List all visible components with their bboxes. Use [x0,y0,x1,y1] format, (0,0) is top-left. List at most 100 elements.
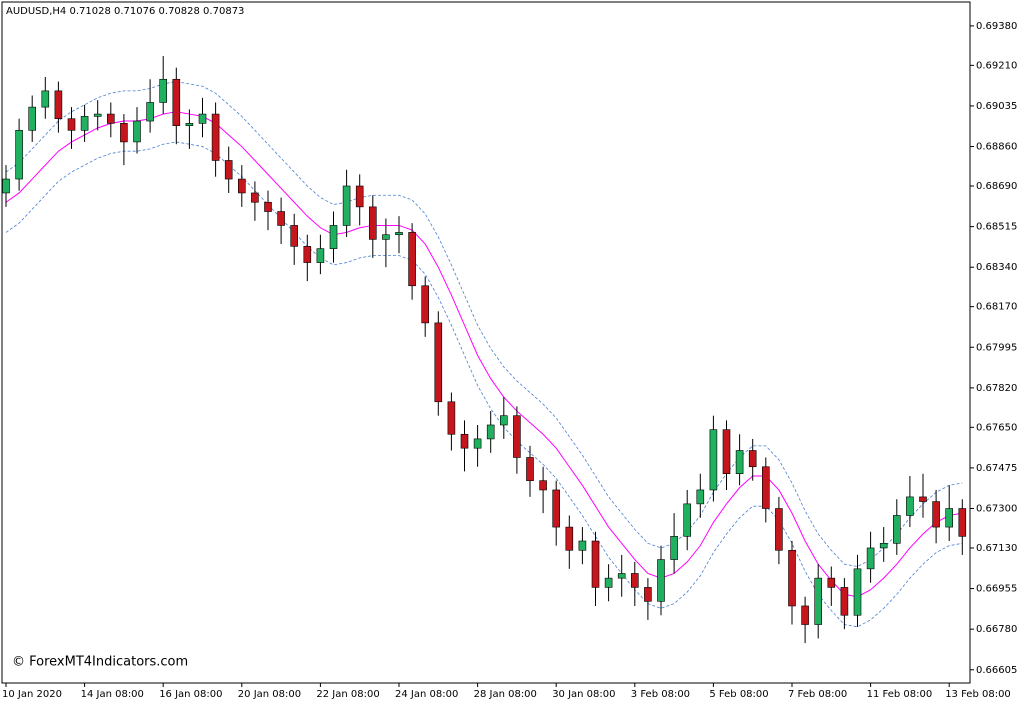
candle-body [421,285,430,324]
candle-body [670,536,678,560]
candle-body [552,489,561,528]
candle-body [368,206,377,240]
y-tick-label: 0.67300 [976,504,1017,515]
candle-body [28,106,37,131]
x-tick-label: 24 Jan 08:00 [395,689,458,700]
candle-body [801,605,809,625]
x-tick-label: 5 Feb 08:00 [709,689,768,700]
candle-body [355,185,364,208]
candle-body [238,178,246,194]
candle-body [958,508,967,537]
chart-title: AUDUSD,H4 0.71028 0.71076 0.70828 0.7087… [6,6,244,17]
candle-body [159,78,167,103]
candle-body [408,232,416,287]
x-tick-label: 10 Jan 2020 [2,689,62,700]
candle-body [80,116,89,131]
candle-body [709,429,718,491]
candle-body [578,540,587,551]
candle-body [748,450,757,468]
x-tick-label: 11 Feb 08:00 [867,689,933,700]
candle-body [434,322,443,403]
ma-line [5,111,963,598]
candle-body [932,501,940,528]
y-tick-label: 0.66605 [976,665,1017,676]
candle-body [342,185,351,226]
candle-body [775,508,783,551]
candle-body [146,102,154,122]
candle-body [539,480,547,491]
candle-body [303,246,312,263]
candle-body [277,211,285,226]
candle-body [617,573,626,579]
y-tick-label: 0.67995 [976,342,1017,353]
x-tick-label: 14 Jan 08:00 [81,689,144,700]
y-tick-label: 0.69380 [976,21,1017,32]
candle-body [447,401,456,435]
candle-body [316,248,325,263]
lower-line [5,141,963,628]
upper-line [5,81,963,567]
y-tick-label: 0.68515 [976,222,1017,233]
x-tick-label: 3 Feb 08:00 [631,689,690,700]
y-tick-label: 0.67475 [976,463,1017,474]
candle-body [382,234,390,240]
candle-body [211,113,220,161]
x-tick-label: 30 Jan 08:00 [552,689,615,700]
candle-body [906,496,914,516]
candle-body [827,577,836,588]
candle-body [840,587,849,616]
y-tick-label: 0.68340 [976,262,1017,273]
y-tick-label: 0.67650 [976,422,1017,433]
y-tick-label: 0.68690 [976,181,1017,192]
candle-body [107,113,115,124]
candle-body [499,415,508,426]
candle-body [683,503,692,537]
watermark: © ForexMT4Indicators.com [12,655,188,670]
candle-body [486,424,495,440]
x-tick-label: 22 Jan 08:00 [316,689,379,700]
y-tick-label: 0.69035 [976,101,1017,112]
x-tick-label: 28 Jan 08:00 [474,689,537,700]
candle-body [526,457,534,481]
x-tick-label: 13 Feb 08:00 [945,689,1011,700]
candle-body [657,559,665,602]
candle-body [892,515,901,544]
candle-body [2,178,10,194]
candle-body [722,429,731,475]
y-tick-label: 0.69210 [976,60,1017,71]
x-tick-label: 16 Jan 08:00 [159,689,222,700]
candle-body [591,540,600,588]
candle-body [945,508,954,528]
candle-body [630,573,639,588]
candle-body [513,415,521,458]
candle-body [329,225,338,249]
candle-body [866,547,875,570]
candle-body [15,130,23,180]
x-tick-label: 20 Jan 08:00 [238,689,301,700]
y-tick-label: 0.67130 [976,543,1017,554]
candle-body [198,113,207,124]
plot-frame [1,1,971,684]
candle-body [133,120,141,143]
x-tick-label: 7 Feb 08:00 [788,689,847,700]
candle-body [93,113,102,117]
candle-body [172,78,181,126]
candle-body [604,577,613,588]
candle-body [879,543,888,549]
candle-body [41,90,50,108]
candle-body [761,466,770,509]
candle-body [67,118,76,131]
candle-body [251,192,259,203]
candle-body [224,160,233,180]
candle-body [185,123,194,126]
candle-body [788,549,796,607]
candle-body [565,526,574,551]
candle-body [395,232,403,236]
candle-body [696,489,705,505]
candle-body [54,90,63,120]
y-tick-label: 0.68860 [976,142,1017,153]
y-tick-label: 0.66780 [976,624,1017,635]
candle-body [460,433,469,449]
